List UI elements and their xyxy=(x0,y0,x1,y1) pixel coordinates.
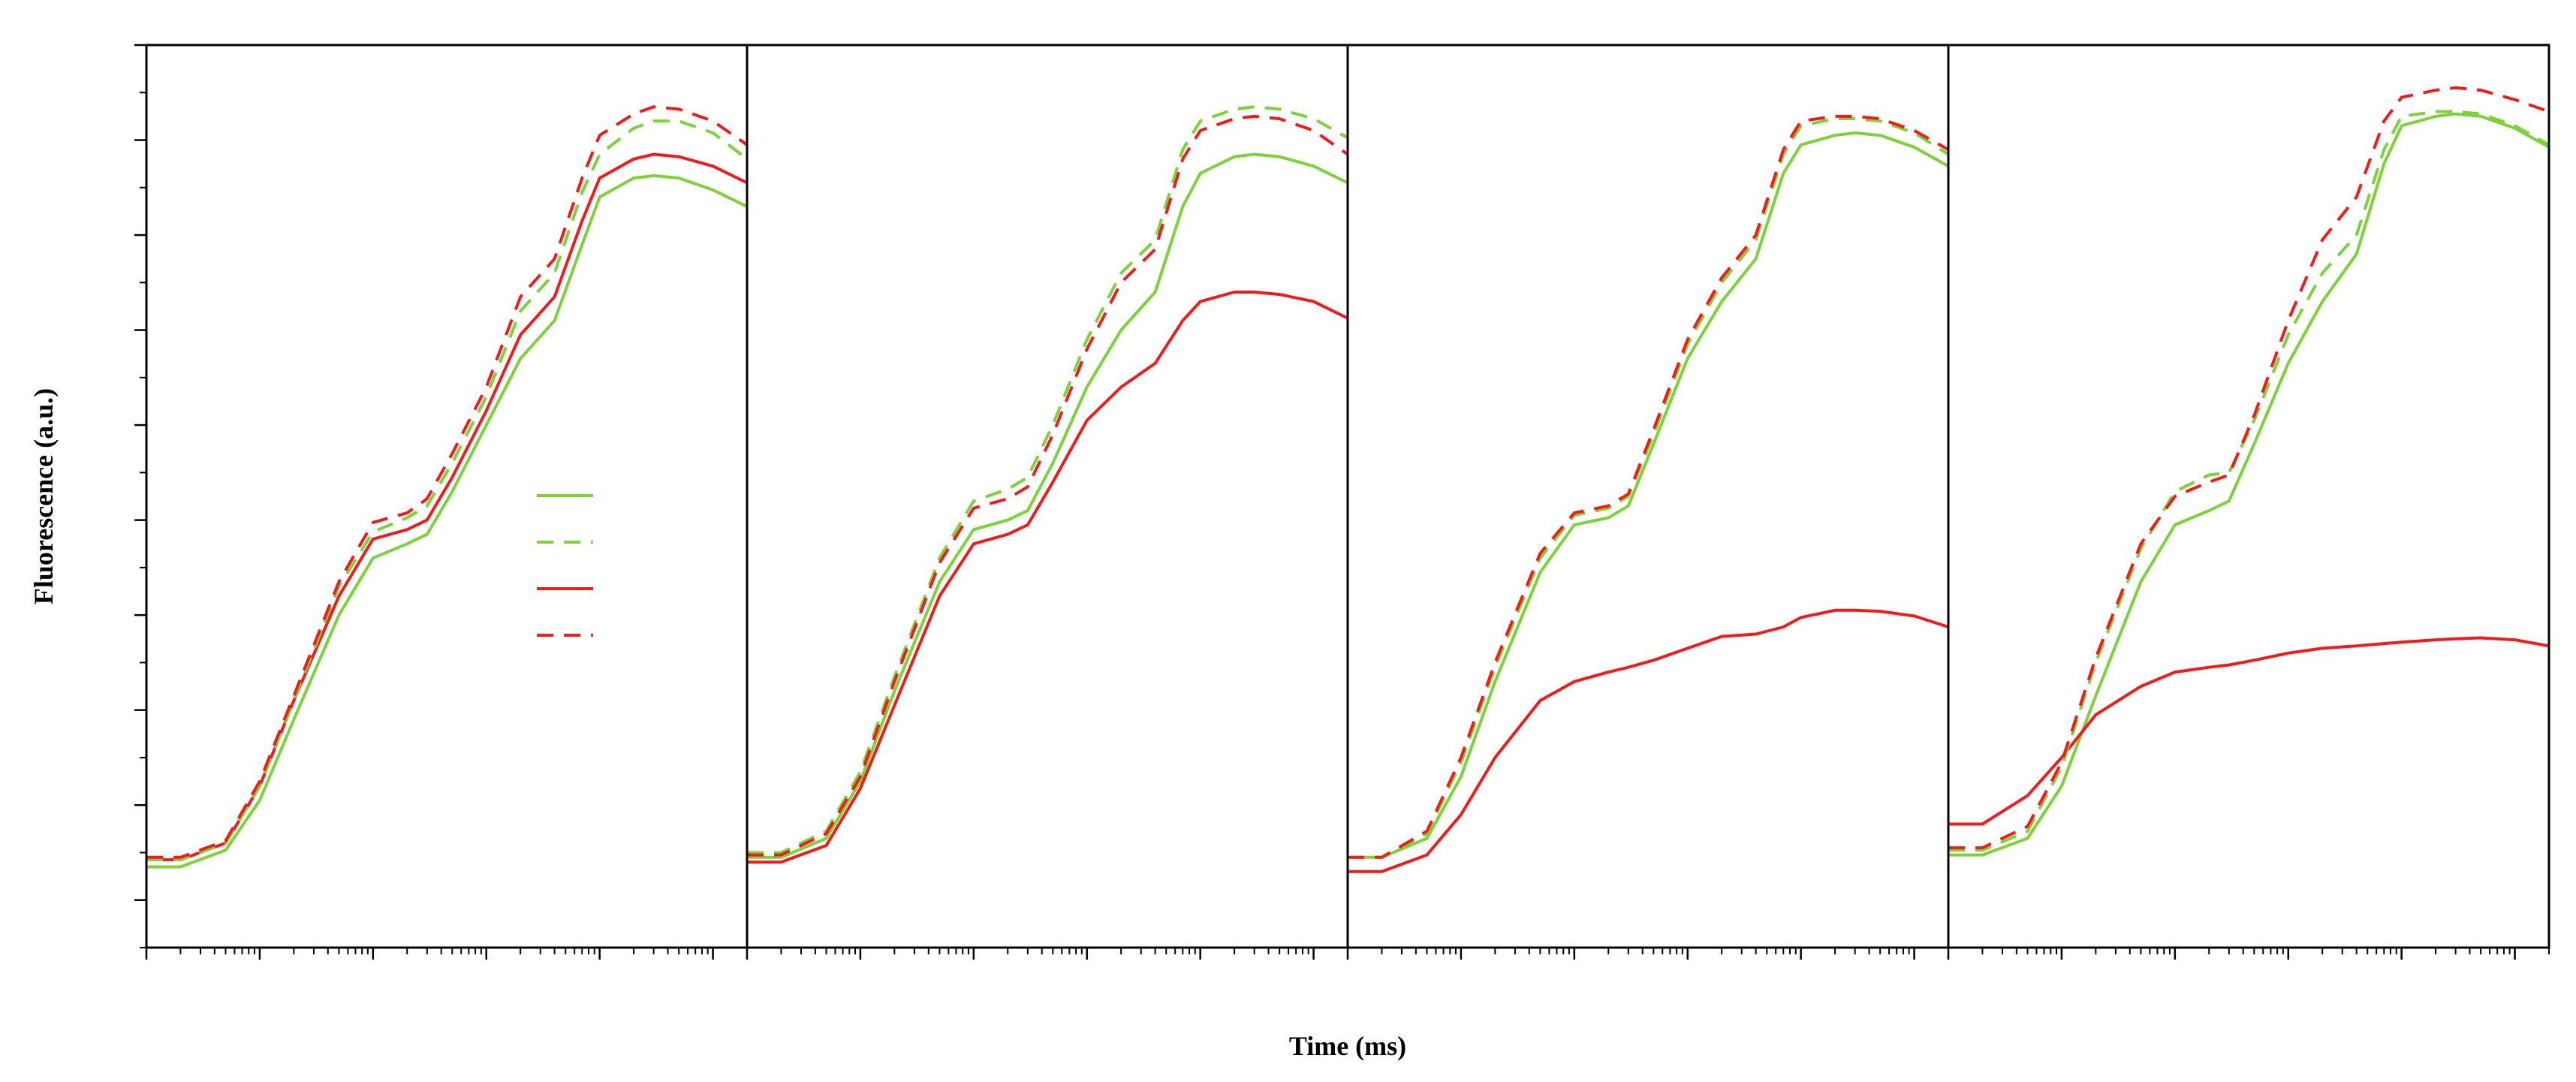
series-line-rt xyxy=(747,152,1348,859)
legend xyxy=(537,494,593,637)
series-line-st xyxy=(747,291,1348,864)
frame-layer xyxy=(145,44,2550,949)
panel-b xyxy=(747,105,1349,864)
series-line-sw xyxy=(747,114,1349,857)
panel-d xyxy=(1948,86,2550,857)
series-line-rw xyxy=(747,105,1348,854)
x-axis-title: Time (ms) xyxy=(1289,1031,1406,1061)
series-line-rw xyxy=(1348,117,1950,859)
panel-c xyxy=(1348,114,1950,873)
series-line-sw xyxy=(1348,114,1949,859)
series-line-rt xyxy=(146,174,748,869)
series-line-rt xyxy=(1348,131,1949,859)
series-line-rw xyxy=(1948,110,2550,852)
series-line-sw xyxy=(146,105,749,859)
series-line-rt xyxy=(1948,112,2550,857)
series-line-rw xyxy=(146,119,749,861)
panels-layer xyxy=(146,86,2550,873)
series-line-st xyxy=(1348,608,1949,873)
panel-a xyxy=(146,105,749,869)
series-line-sw xyxy=(1948,86,2550,850)
y-axis-title: Fluorescence (a.u.) xyxy=(29,388,59,604)
series-line-st xyxy=(1948,636,2550,826)
series-line-st xyxy=(146,152,748,861)
axes-layer xyxy=(134,44,2550,960)
